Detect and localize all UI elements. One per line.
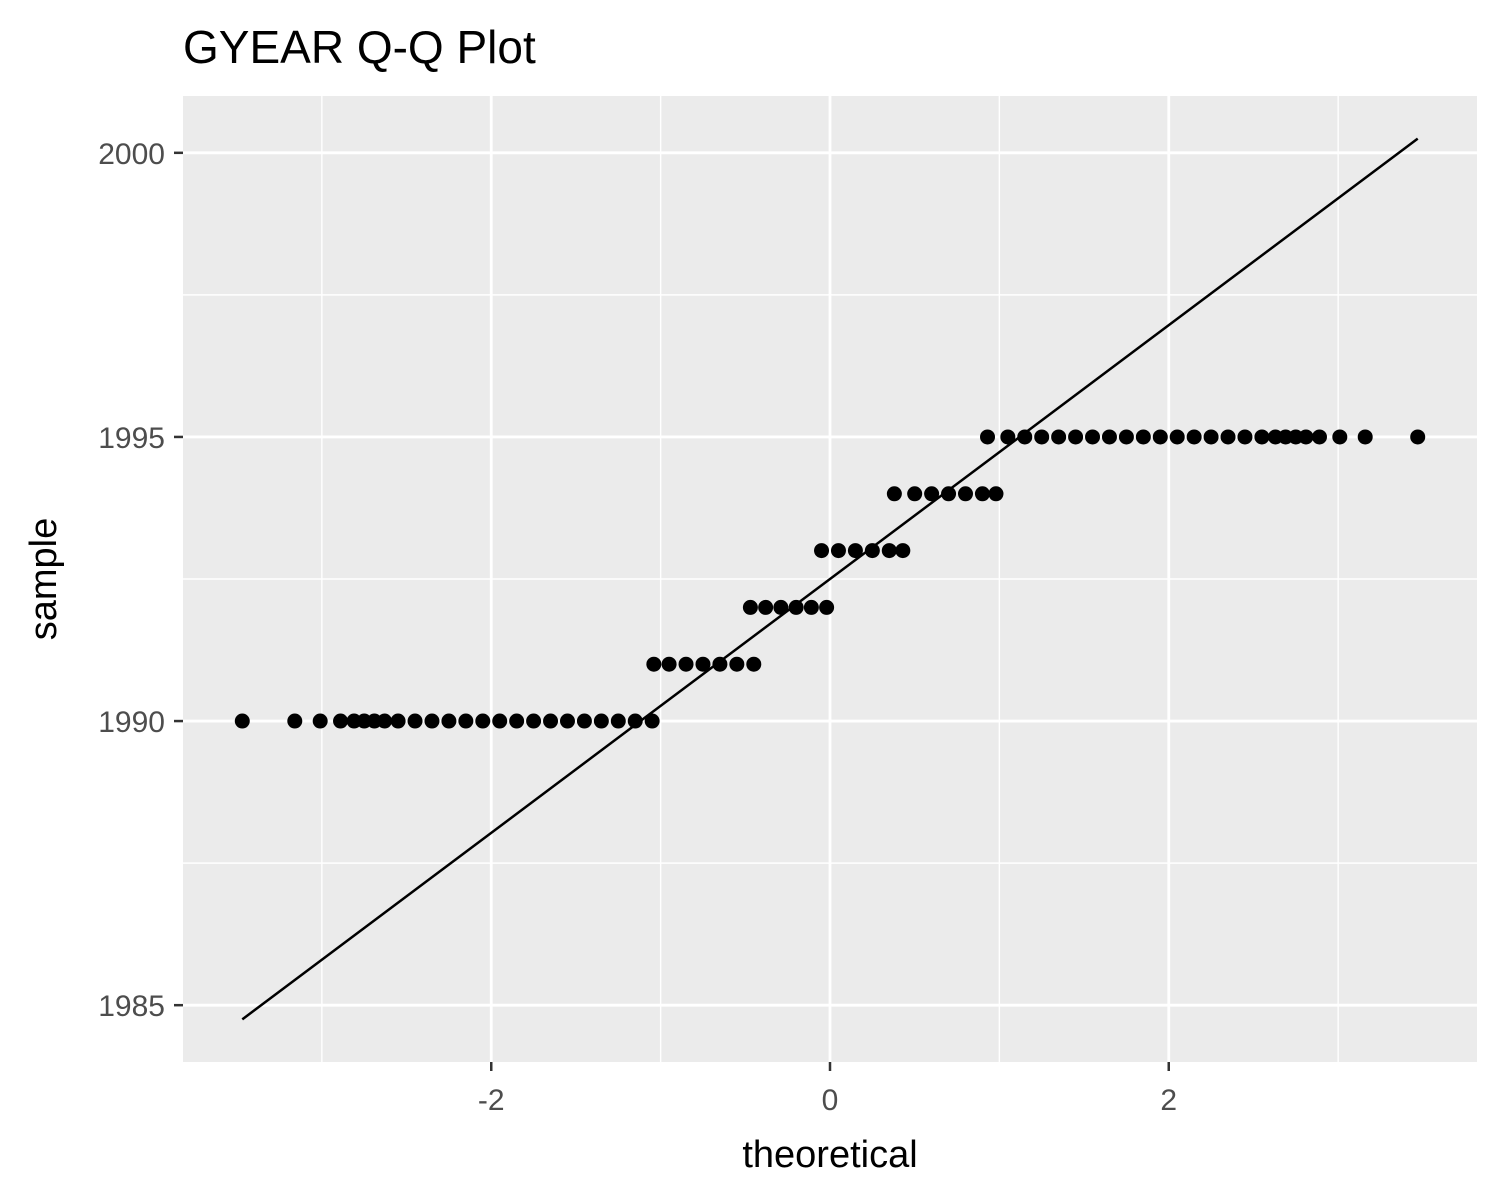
x-tick-label: 2 — [1160, 1084, 1177, 1117]
data-point — [758, 599, 774, 615]
chart-title: GYEAR Q-Q Plot — [183, 21, 536, 73]
data-point — [593, 713, 609, 729]
x-axis-title: theoretical — [742, 1134, 917, 1176]
data-point — [1254, 429, 1270, 445]
y-axis-ticks: 1985 1990 1995 2000 — [98, 138, 183, 1023]
data-point — [803, 599, 819, 615]
data-point — [1237, 429, 1253, 445]
data-point — [390, 713, 406, 729]
data-point — [424, 713, 440, 729]
data-point — [1152, 429, 1168, 445]
data-point — [492, 713, 508, 729]
data-point — [695, 656, 711, 672]
y-tick-label: 2000 — [98, 138, 165, 171]
data-point — [907, 486, 923, 502]
data-point — [475, 713, 491, 729]
data-point — [559, 713, 575, 729]
major-gridlines — [183, 96, 1477, 1062]
data-point — [742, 599, 758, 615]
data-point — [847, 543, 863, 559]
data-point — [1357, 429, 1373, 445]
x-tick-label: -2 — [478, 1084, 505, 1117]
x-tick-label: 0 — [822, 1084, 839, 1117]
data-point — [830, 543, 846, 559]
data-point — [957, 486, 973, 502]
data-point — [712, 656, 728, 672]
data-point — [974, 486, 990, 502]
data-point — [895, 543, 911, 559]
data-point — [646, 656, 662, 672]
y-tick-label: 1990 — [98, 706, 165, 739]
data-point — [458, 713, 474, 729]
data-point — [1169, 429, 1185, 445]
data-point — [407, 713, 423, 729]
reference-line — [241, 137, 1419, 1021]
data-point — [1085, 429, 1101, 445]
data-point — [924, 486, 940, 502]
data-point — [1332, 429, 1348, 445]
data-point — [1101, 429, 1117, 445]
data-point — [576, 713, 592, 729]
data-point — [1051, 429, 1067, 445]
data-point — [441, 713, 457, 729]
data-point — [377, 713, 393, 729]
data-point — [729, 656, 745, 672]
y-tick-label: 1985 — [98, 990, 165, 1023]
data-point — [886, 486, 902, 502]
data-point — [287, 713, 303, 729]
data-point — [644, 713, 660, 729]
data-point — [526, 713, 542, 729]
data-point — [234, 713, 250, 729]
data-point — [333, 713, 349, 729]
data-point — [1410, 429, 1426, 445]
y-tick-label: 1995 — [98, 422, 165, 455]
x-axis-ticks: -2 0 2 — [478, 1062, 1177, 1117]
data-point — [1220, 429, 1236, 445]
data-point — [814, 543, 830, 559]
data-point — [312, 713, 328, 729]
data-point — [1017, 429, 1033, 445]
data-point — [1118, 429, 1134, 445]
data-point — [678, 656, 694, 672]
data-point — [746, 656, 762, 672]
data-point — [627, 713, 643, 729]
data-point — [864, 543, 880, 559]
data-point — [1034, 429, 1050, 445]
data-point — [988, 486, 1004, 502]
data-point — [1135, 429, 1151, 445]
data-point — [1203, 429, 1219, 445]
data-point — [1311, 429, 1327, 445]
data-point — [788, 599, 804, 615]
data-point — [610, 713, 626, 729]
data-point — [543, 713, 559, 729]
data-point — [1068, 429, 1084, 445]
data-point — [1186, 429, 1202, 445]
data-point — [661, 656, 677, 672]
data-point — [773, 599, 789, 615]
y-axis-title: sample — [23, 518, 65, 641]
data-point — [941, 486, 957, 502]
data-point — [881, 543, 897, 559]
data-point — [819, 599, 835, 615]
data-point — [1000, 429, 1016, 445]
data-points — [234, 429, 1426, 729]
data-point — [509, 713, 525, 729]
data-point — [1298, 429, 1314, 445]
data-point — [980, 429, 996, 445]
